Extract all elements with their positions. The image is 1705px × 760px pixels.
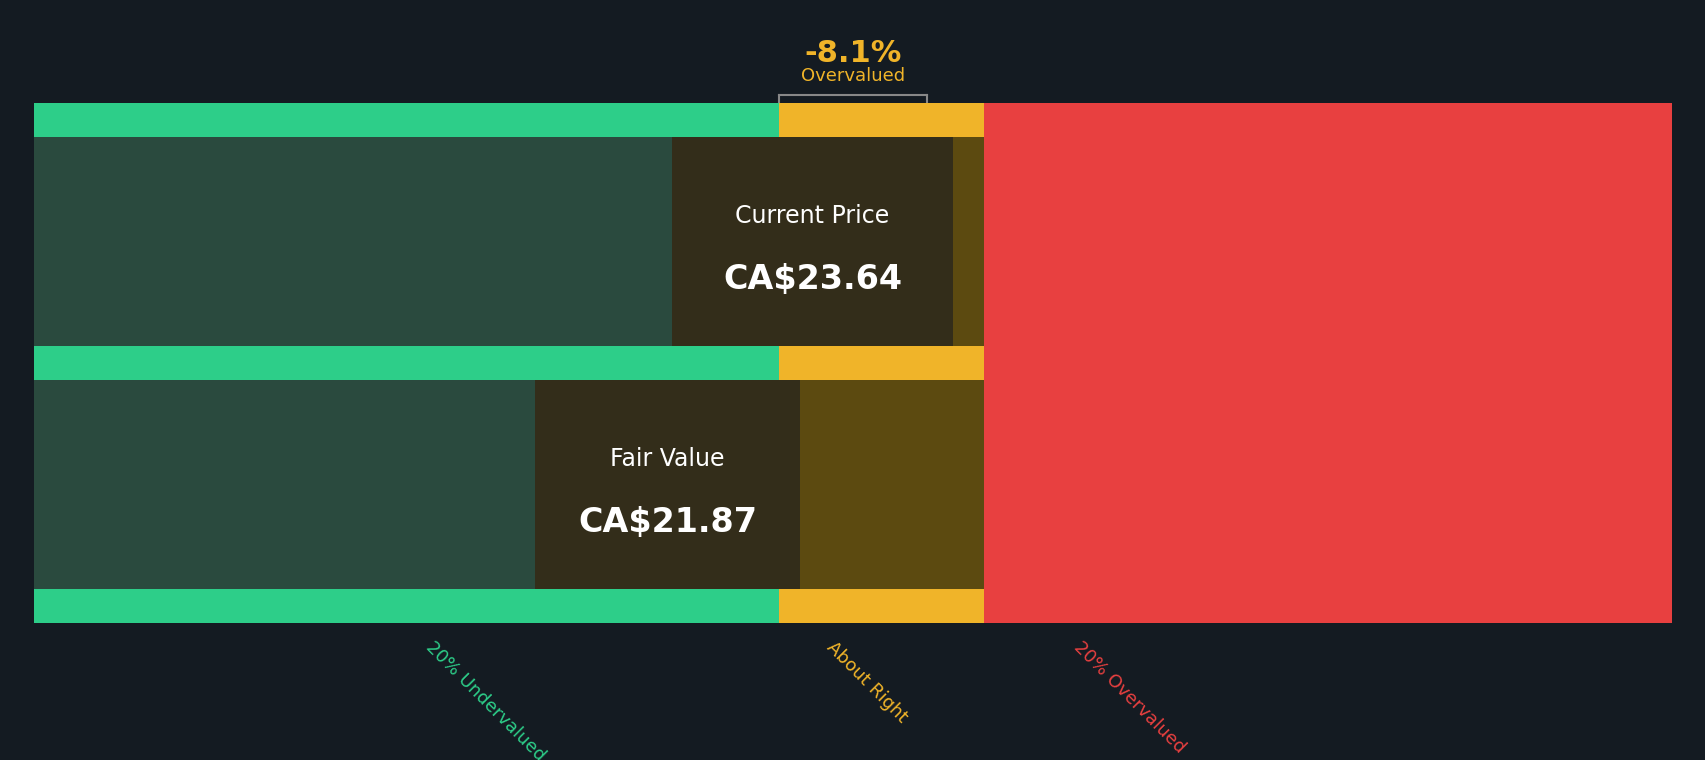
Text: Current Price: Current Price [735,204,890,228]
Text: CA$23.64: CA$23.64 [723,262,902,296]
Text: -8.1%: -8.1% [803,39,902,68]
Text: Fair Value: Fair Value [610,448,725,471]
Text: 20% Overvalued: 20% Overvalued [1071,638,1188,757]
Text: Overvalued: Overvalued [800,67,905,85]
Text: 20% Undervalued: 20% Undervalued [423,638,549,760]
Text: CA$21.87: CA$21.87 [578,505,757,539]
Text: About Right: About Right [824,638,910,727]
